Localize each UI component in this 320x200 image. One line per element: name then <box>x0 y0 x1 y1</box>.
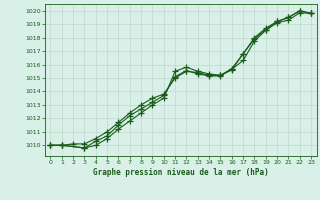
X-axis label: Graphe pression niveau de la mer (hPa): Graphe pression niveau de la mer (hPa) <box>93 168 269 177</box>
